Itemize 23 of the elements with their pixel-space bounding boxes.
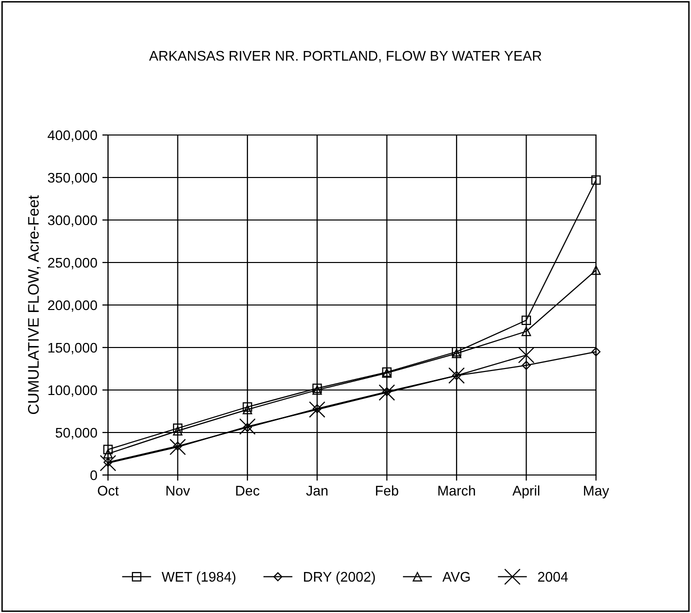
- y-tick-label: 250,000: [48, 258, 98, 270]
- legend-label: DRY (2002): [304, 572, 375, 584]
- y-tick-label: 300,000: [48, 215, 98, 227]
- x-tick-label: Feb: [376, 485, 398, 496]
- y-tick-label: 100,000: [48, 385, 98, 397]
- x-tick-label: Jan: [306, 486, 328, 496]
- y-axis-title: CUMULATIVE FLOW, Acre-Feet: [28, 195, 41, 414]
- y-tick-label: 0: [90, 470, 98, 480]
- x-tick-label: Nov: [166, 486, 190, 496]
- y-tick-label: 400,000: [48, 130, 98, 142]
- x-tick-label: Dec: [236, 486, 260, 496]
- y-tick-label: 350,000: [48, 172, 98, 184]
- y-tick-label: 50,000: [56, 428, 98, 440]
- y-tick-label: 200,000: [48, 300, 98, 312]
- legend-label: 2004: [538, 572, 568, 582]
- x-tick-label: May: [584, 486, 610, 498]
- x-tick-label: March: [438, 485, 475, 496]
- y-tick-label: 150,000: [48, 342, 98, 354]
- legend-label: AVG: [442, 572, 470, 582]
- legend-label: WET (1984): [162, 572, 236, 584]
- x-tick-label: Oct: [98, 486, 119, 496]
- x-tick-label: April: [512, 485, 540, 498]
- chart-title: ARKANSAS RIVER NR. PORTLAND, FLOW BY WATER YEAR: [149, 50, 542, 62]
